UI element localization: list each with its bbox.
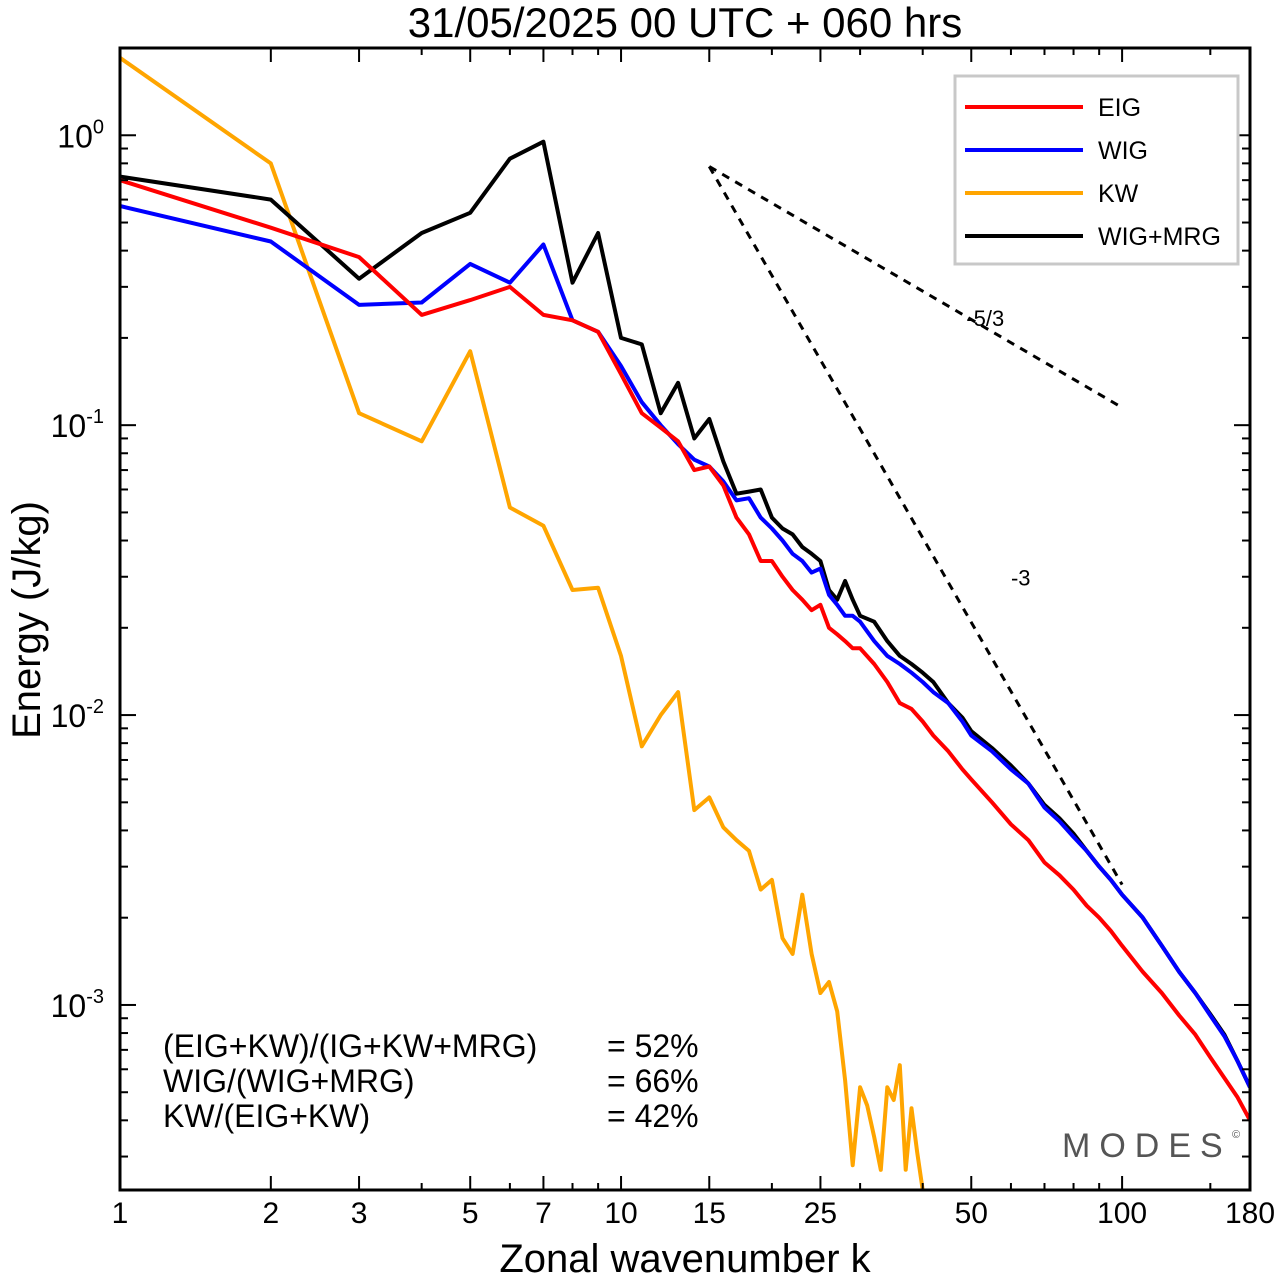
reference-slopes: -5/3 -3 [707, 165, 1124, 886]
series-line-eig [120, 178, 1250, 1122]
x-tick-label: 5 [462, 1197, 479, 1230]
y-tick-label: 100 [57, 116, 104, 154]
annotation-value: = 52% [607, 1028, 699, 1064]
legend-label: EIG [1098, 94, 1141, 122]
x-axis-label: Zonal wavenumber k [499, 1237, 871, 1281]
legend-label: WIG [1098, 137, 1148, 165]
chart-title: 31/05/2025 00 UTC + 060 hrs [408, 0, 963, 46]
legend-entries: EIG WIG KW WIG+MRG [965, 94, 1221, 251]
x-tick-label: 2 [262, 1197, 279, 1230]
x-tick-label: 10 [604, 1197, 637, 1230]
annotation-label: (EIG+KW)/(IG+KW+MRG) [163, 1028, 537, 1064]
y-tick-label: 10-3 [51, 986, 104, 1024]
y-tick-label: 10-2 [51, 696, 104, 734]
annotation-label: WIG/(WIG+MRG) [163, 1063, 415, 1099]
watermark-copyright: © [1232, 1129, 1240, 1141]
x-tick-label: 25 [804, 1197, 837, 1230]
legend-label: WIG+MRG [1098, 223, 1221, 251]
x-tick-label: 100 [1097, 1197, 1147, 1230]
annotation-value: = 66% [607, 1063, 699, 1099]
x-tick-label: 180 [1225, 1197, 1275, 1230]
x-tick-label: 1 [112, 1197, 129, 1230]
reference-slope-label: -5/3 [966, 306, 1004, 331]
ratio-annotations: (EIG+KW)/(IG+KW+MRG) = 52% WIG/(WIG+MRG) = … [163, 1028, 699, 1134]
annotation-value: = 42% [607, 1098, 699, 1134]
legend: EIG WIG KW WIG+MRG [953, 74, 1240, 266]
reference-slope-line [708, 165, 1123, 409]
y-tick-label: 10-1 [51, 406, 104, 444]
series-layer [120, 56, 1250, 1190]
plot-frame [118, 46, 1252, 1192]
y-axis-label: Energy (J/kg) [5, 501, 49, 739]
annotation-label: KW/(EIG+KW) [163, 1098, 370, 1134]
x-tick-label: 50 [955, 1197, 988, 1230]
series-line-wig-mrg [120, 139, 1250, 1089]
reference-slope-label: -3 [1011, 565, 1031, 590]
x-tick-label: 3 [351, 1197, 368, 1230]
x-tick-label: 15 [693, 1197, 726, 1230]
series-line-wig [120, 204, 1250, 1089]
series-line-kw [120, 56, 925, 1190]
watermark-text: MODES [1062, 1127, 1232, 1165]
modes-watermark: MODES © [1062, 1127, 1240, 1165]
axis-ticks: 1 2 3 5 7 10 15 25 50 100 180 100 10-1 10-2 10-3 [51, 47, 1275, 1230]
legend-label: KW [1098, 180, 1139, 208]
x-tick-label: 7 [535, 1197, 552, 1230]
reference-slope-line [707, 165, 1124, 886]
